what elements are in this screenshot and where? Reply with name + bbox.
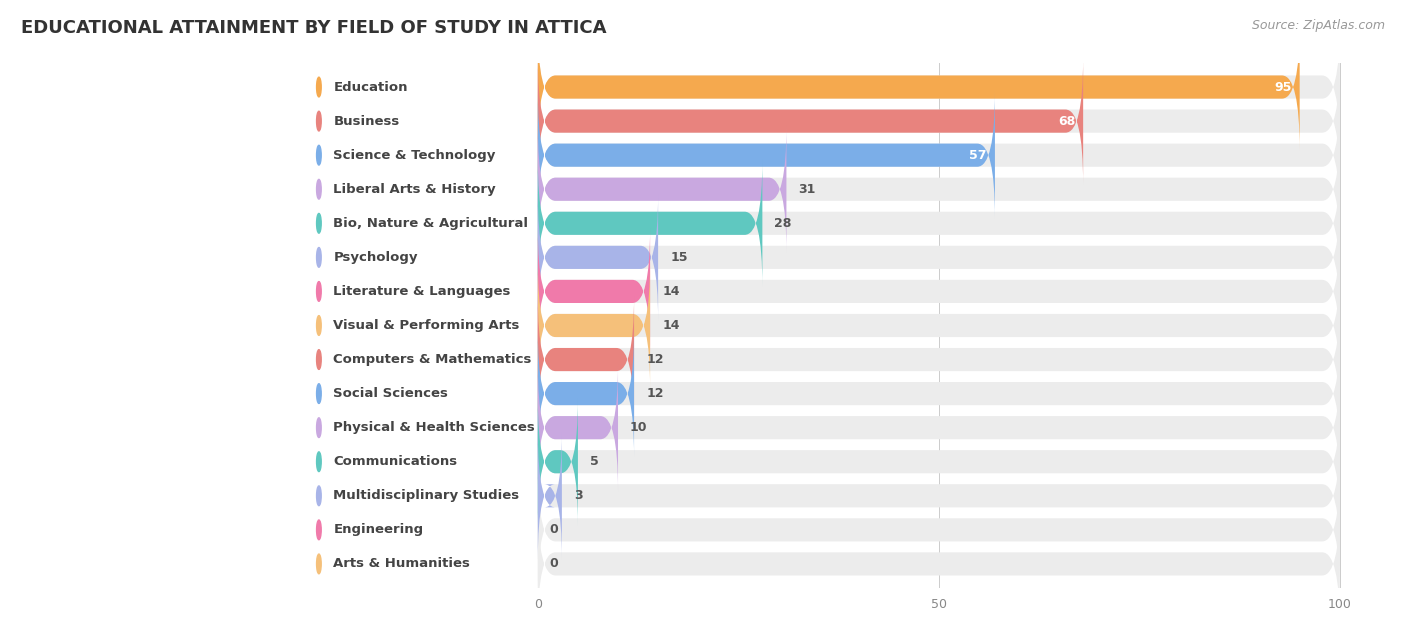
FancyBboxPatch shape	[538, 501, 1340, 628]
Text: 57: 57	[969, 149, 987, 162]
Text: 3: 3	[574, 489, 582, 502]
Text: 12: 12	[647, 353, 664, 366]
Text: Bio, Nature & Agricultural: Bio, Nature & Agricultural	[333, 217, 529, 230]
Text: Computers & Mathematics: Computers & Mathematics	[333, 353, 531, 366]
FancyBboxPatch shape	[538, 262, 650, 389]
Text: 28: 28	[775, 217, 792, 230]
Text: 0: 0	[550, 557, 558, 571]
FancyBboxPatch shape	[538, 398, 1340, 525]
FancyBboxPatch shape	[538, 58, 1083, 185]
FancyBboxPatch shape	[538, 432, 1340, 559]
Circle shape	[316, 145, 321, 165]
FancyBboxPatch shape	[538, 262, 1340, 389]
Circle shape	[316, 554, 321, 574]
FancyBboxPatch shape	[538, 331, 1340, 457]
Circle shape	[316, 282, 321, 301]
FancyBboxPatch shape	[538, 92, 1340, 219]
Text: Source: ZipAtlas.com: Source: ZipAtlas.com	[1251, 19, 1385, 32]
Text: Business: Business	[333, 114, 399, 128]
Circle shape	[316, 418, 321, 437]
Text: Communications: Communications	[333, 455, 457, 468]
FancyBboxPatch shape	[309, 262, 530, 389]
Circle shape	[316, 111, 321, 131]
Text: Liberal Arts & History: Liberal Arts & History	[333, 183, 496, 196]
Text: Education: Education	[333, 80, 408, 94]
FancyBboxPatch shape	[309, 466, 530, 593]
Text: Literature & Languages: Literature & Languages	[333, 285, 510, 298]
FancyBboxPatch shape	[309, 228, 530, 355]
FancyBboxPatch shape	[538, 432, 562, 559]
Text: Science & Technology: Science & Technology	[333, 149, 496, 162]
FancyBboxPatch shape	[538, 331, 634, 457]
FancyBboxPatch shape	[538, 126, 1340, 253]
FancyBboxPatch shape	[538, 364, 619, 491]
FancyBboxPatch shape	[309, 432, 530, 559]
FancyBboxPatch shape	[538, 92, 995, 219]
FancyBboxPatch shape	[309, 58, 530, 185]
FancyBboxPatch shape	[309, 160, 530, 287]
FancyBboxPatch shape	[538, 58, 1340, 185]
FancyBboxPatch shape	[538, 228, 650, 355]
Text: 95: 95	[1274, 80, 1292, 94]
FancyBboxPatch shape	[309, 398, 530, 525]
Text: 0: 0	[550, 523, 558, 537]
Circle shape	[316, 77, 321, 97]
Circle shape	[316, 349, 321, 369]
FancyBboxPatch shape	[538, 126, 786, 253]
FancyBboxPatch shape	[538, 160, 1340, 287]
Text: 14: 14	[662, 319, 679, 332]
FancyBboxPatch shape	[538, 364, 1340, 491]
FancyBboxPatch shape	[538, 296, 1340, 423]
Text: 68: 68	[1057, 114, 1076, 128]
FancyBboxPatch shape	[309, 364, 530, 491]
FancyBboxPatch shape	[538, 194, 658, 320]
FancyBboxPatch shape	[309, 92, 530, 219]
Circle shape	[316, 315, 321, 336]
FancyBboxPatch shape	[538, 466, 1340, 593]
FancyBboxPatch shape	[538, 23, 1299, 150]
Circle shape	[316, 486, 321, 506]
Text: Visual & Performing Arts: Visual & Performing Arts	[333, 319, 520, 332]
Text: Physical & Health Sciences: Physical & Health Sciences	[333, 421, 536, 434]
FancyBboxPatch shape	[309, 501, 530, 628]
Circle shape	[316, 179, 321, 199]
Circle shape	[316, 248, 321, 267]
Circle shape	[316, 520, 321, 540]
Circle shape	[316, 384, 321, 403]
Text: 31: 31	[799, 183, 815, 196]
FancyBboxPatch shape	[538, 23, 1340, 150]
FancyBboxPatch shape	[538, 228, 1340, 355]
FancyBboxPatch shape	[309, 296, 530, 423]
Text: 5: 5	[591, 455, 599, 468]
Text: EDUCATIONAL ATTAINMENT BY FIELD OF STUDY IN ATTICA: EDUCATIONAL ATTAINMENT BY FIELD OF STUDY…	[21, 19, 606, 37]
FancyBboxPatch shape	[309, 23, 530, 150]
FancyBboxPatch shape	[538, 160, 762, 287]
Text: Arts & Humanities: Arts & Humanities	[333, 557, 470, 571]
Text: Engineering: Engineering	[333, 523, 423, 537]
FancyBboxPatch shape	[538, 296, 634, 423]
FancyBboxPatch shape	[309, 194, 530, 320]
Circle shape	[316, 452, 321, 471]
Circle shape	[316, 214, 321, 233]
Text: 10: 10	[630, 421, 648, 434]
Text: Psychology: Psychology	[333, 251, 418, 264]
Text: Social Sciences: Social Sciences	[333, 387, 449, 400]
Text: Multidisciplinary Studies: Multidisciplinary Studies	[333, 489, 519, 502]
FancyBboxPatch shape	[309, 126, 530, 253]
FancyBboxPatch shape	[538, 194, 1340, 320]
FancyBboxPatch shape	[309, 331, 530, 457]
FancyBboxPatch shape	[538, 398, 578, 525]
Text: 12: 12	[647, 387, 664, 400]
Text: 15: 15	[671, 251, 688, 264]
Text: 14: 14	[662, 285, 679, 298]
